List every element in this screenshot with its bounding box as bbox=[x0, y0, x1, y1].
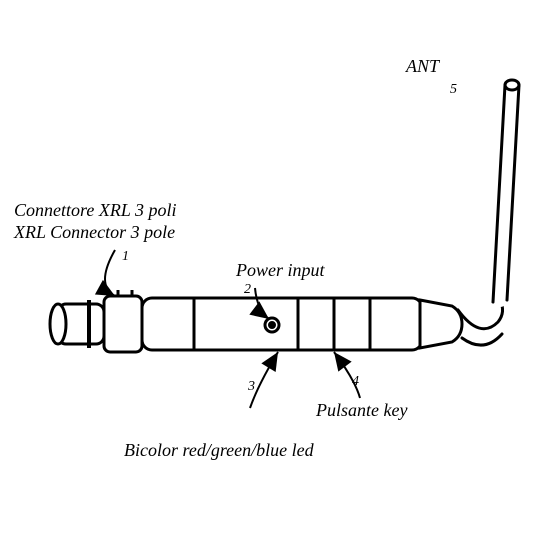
callout-num-3: 3 bbox=[248, 379, 255, 395]
callout-num-2: 2 bbox=[244, 282, 251, 298]
label-connector-it: Connettore XRL 3 poli bbox=[14, 200, 177, 221]
callout-num-1: 1 bbox=[122, 249, 129, 265]
label-bicolor: Bicolor red/green/blue led bbox=[124, 440, 314, 461]
label-connector-en: XRL Connector 3 pole bbox=[14, 222, 175, 243]
diagram-stage: { "labels": { "ant": "ANT", "connector_i… bbox=[0, 0, 560, 560]
callout-num-5: 5 bbox=[450, 82, 457, 98]
callout-num-4: 4 bbox=[352, 374, 359, 390]
label-ant: ANT bbox=[406, 56, 439, 77]
label-power: Power input bbox=[236, 260, 325, 281]
label-pulsante: Pulsante key bbox=[316, 400, 407, 421]
